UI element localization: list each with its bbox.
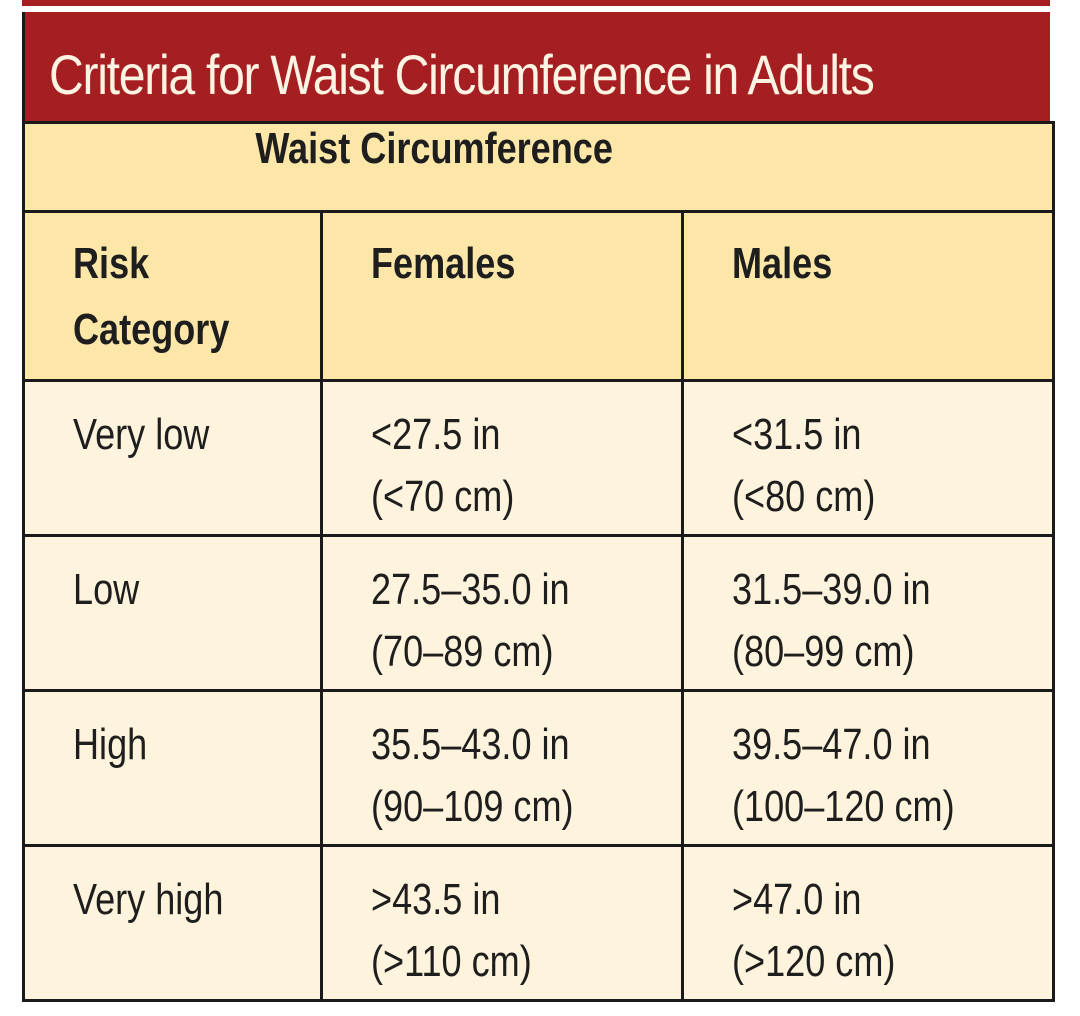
females-value-cell: <27.5 in (<70 cm) bbox=[320, 379, 684, 537]
risk-category-label: High bbox=[73, 720, 148, 769]
females-centimeters: (>110 cm) bbox=[371, 937, 532, 986]
risk-category-cell: Very low bbox=[22, 379, 323, 537]
males-value-cell: 31.5–39.0 in (80–99 cm) bbox=[681, 534, 1055, 692]
risk-category-label: Very high bbox=[73, 875, 224, 924]
females-value-cell: 35.5–43.0 in (90–109 cm) bbox=[320, 689, 684, 847]
males-inches: >47.0 in bbox=[732, 875, 862, 924]
table-row: Very low <27.5 in (<70 cm) <31.5 in (<80… bbox=[22, 379, 1055, 537]
females-value-cell: 27.5–35.0 in (70–89 cm) bbox=[320, 534, 684, 692]
table-row: Low 27.5–35.0 in (70–89 cm) 31.5–39.0 in… bbox=[22, 534, 1055, 692]
column-header-row: Risk Category Females Males bbox=[22, 210, 1055, 382]
males-value-cell: 39.5–47.0 in (100–120 cm) bbox=[681, 689, 1055, 847]
males-value-cell: <31.5 in (<80 cm) bbox=[681, 379, 1055, 537]
males-value-cell: >47.0 in (>120 cm) bbox=[681, 844, 1055, 1002]
risk-category-label: Low bbox=[73, 565, 140, 614]
males-inches: 31.5–39.0 in bbox=[732, 565, 931, 614]
males-centimeters: (80–99 cm) bbox=[732, 627, 915, 676]
risk-category-label: Very low bbox=[73, 410, 210, 459]
females-value-cell: >43.5 in (>110 cm) bbox=[320, 844, 684, 1002]
waist-circumference-table: Waist Circumference Risk Category Female… bbox=[22, 121, 1055, 1002]
males-inches: 39.5–47.0 in bbox=[732, 720, 931, 769]
males-header-label: Males bbox=[732, 239, 833, 288]
females-inches: >43.5 in bbox=[371, 875, 501, 924]
males-centimeters: (100–120 cm) bbox=[732, 782, 955, 831]
risk-category-cell: High bbox=[22, 689, 323, 847]
risk-category-cell: Low bbox=[22, 534, 323, 692]
females-centimeters: (<70 cm) bbox=[371, 472, 515, 521]
males-inches: <31.5 in bbox=[732, 410, 862, 459]
females-inches: <27.5 in bbox=[371, 410, 501, 459]
table-title: Criteria for Waist Circumference in Adul… bbox=[49, 43, 875, 106]
males-centimeters: (<80 cm) bbox=[732, 472, 876, 521]
column-header-risk: Risk Category bbox=[22, 210, 323, 382]
males-centimeters: (>120 cm) bbox=[732, 937, 896, 986]
title-bar: Criteria for Waist Circumference in Adul… bbox=[22, 12, 1050, 122]
risk-category-cell: Very high bbox=[22, 844, 323, 1002]
females-header-label: Females bbox=[371, 239, 516, 288]
females-centimeters: (70–89 cm) bbox=[371, 627, 554, 676]
table-row: High 35.5–43.0 in (90–109 cm) 39.5–47.0 … bbox=[22, 689, 1055, 847]
risk-header-line2: Category bbox=[73, 305, 230, 354]
column-header-females: Females bbox=[320, 210, 684, 382]
females-centimeters: (90–109 cm) bbox=[371, 782, 574, 831]
females-inches: 27.5–35.0 in bbox=[371, 565, 570, 614]
column-header-males: Males bbox=[681, 210, 1055, 382]
group-header-label: Waist Circumference bbox=[255, 124, 613, 173]
top-rule bbox=[22, 0, 1050, 6]
table-row: Very high >43.5 in (>110 cm) >47.0 in (>… bbox=[22, 844, 1055, 1002]
group-header-row: Waist Circumference bbox=[22, 121, 1055, 213]
group-header-cell: Waist Circumference bbox=[22, 121, 1055, 213]
females-inches: 35.5–43.0 in bbox=[371, 720, 570, 769]
risk-header-line1: Risk bbox=[73, 239, 150, 288]
